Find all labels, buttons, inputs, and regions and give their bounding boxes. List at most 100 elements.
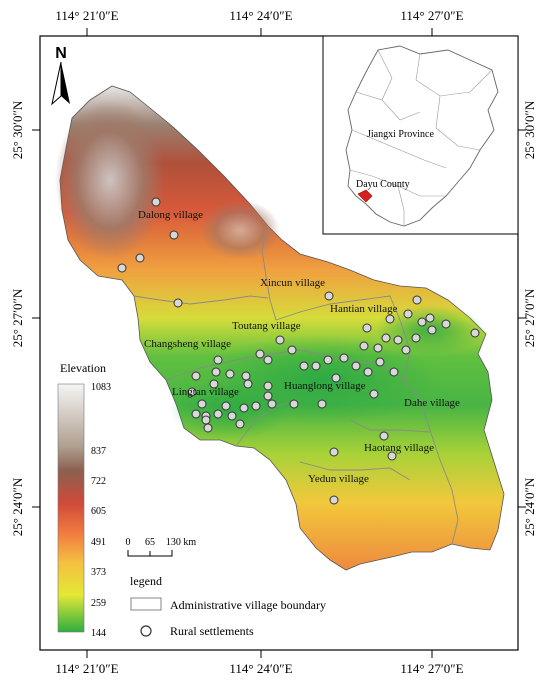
elevation-value: 1083 [91, 382, 111, 393]
settlement-marker [221, 401, 231, 411]
settlement-marker [387, 451, 397, 461]
settlement-marker [213, 409, 223, 419]
legend-item: Administrative village boundary [170, 598, 326, 612]
map-legend: legend Administrative village boundary R… [130, 574, 326, 638]
village-boundaries [133, 225, 459, 545]
settlement-marker [401, 345, 411, 355]
lat-tick-label: 25° 30′0″N [10, 100, 25, 159]
settlement-marker [263, 391, 273, 401]
elevation-value: 259 [91, 598, 106, 609]
village-label: Hantian village [330, 303, 398, 315]
village-label: Huanglong village [284, 380, 366, 392]
settlement-marker [135, 253, 145, 263]
settlement-marker [403, 309, 413, 319]
village-label: Dalong village [138, 209, 203, 221]
settlement-marker [441, 319, 451, 329]
inset-boundaries [349, 49, 493, 226]
village-label: Dahe village [404, 397, 460, 409]
settlement-marker [363, 367, 373, 377]
settlement-marker [263, 381, 273, 391]
village-label: Changsheng village [144, 338, 231, 350]
settlement-marker [151, 197, 161, 207]
county-label: Dayu County [356, 179, 410, 190]
north-label: N [55, 45, 67, 62]
elevation-value: 837 [91, 446, 106, 457]
settlement-marker [209, 379, 219, 389]
elevation-color-bar [57, 383, 85, 633]
settlement-marker [203, 423, 213, 433]
elevation-value: 373 [91, 567, 106, 578]
elevation-legend: Elevation 1083 837 722 605 491 373 259 1… [57, 361, 111, 639]
settlement-marker [381, 333, 391, 343]
settlement-marker [323, 355, 333, 365]
settlement-marker [197, 399, 207, 409]
settlement-marker [187, 387, 197, 397]
scale-label: 130 km [166, 537, 197, 548]
settlement-marker [255, 349, 265, 359]
settlement-marker [201, 415, 211, 425]
settlement-marker [263, 355, 273, 365]
settlement-marker [351, 361, 361, 371]
settlement-marker [359, 341, 369, 351]
legend-item: Rural settlements [170, 624, 254, 638]
lon-tick-marks [32, 28, 526, 658]
settlement-marker [169, 230, 179, 240]
settlement-marker [331, 373, 341, 383]
settlement-marker [267, 399, 277, 409]
settlement-marker [191, 371, 201, 381]
elevation-title: Elevation [60, 361, 106, 375]
settlement-marker [393, 335, 403, 345]
lon-tick-label: 114° 27′0″E [400, 661, 463, 676]
scale-label: 65 [145, 537, 155, 548]
legend-title: legend [130, 574, 162, 588]
lat-tick-label: 25° 24′0″N [522, 477, 537, 536]
lon-tick-label: 114° 21′0″E [55, 8, 118, 23]
village-label: Yedun village [308, 473, 369, 485]
lon-tick-label: 114° 21′0″E [55, 661, 118, 676]
settlement-marker [385, 314, 395, 324]
settlement-marker [411, 333, 421, 343]
elevation-value: 491 [91, 537, 106, 548]
settlement-marker [470, 328, 480, 338]
settlement-marker [329, 447, 339, 457]
settlement-marker [339, 353, 349, 363]
settlement-marker [241, 371, 251, 381]
settlement-marker [369, 389, 379, 399]
lat-tick-label: 25° 30′0″N [522, 100, 537, 159]
dayu-county-marker [357, 189, 373, 203]
rural-settlements [117, 197, 480, 505]
settlement-swatch [140, 625, 152, 637]
settlement-marker [173, 298, 183, 308]
settlement-marker [329, 495, 339, 505]
lon-tick-label: 114° 24′0″E [229, 661, 292, 676]
elevation-value: 605 [91, 506, 106, 517]
settlement-marker [317, 399, 327, 409]
village-label: Haotang village [364, 442, 434, 454]
settlement-marker [389, 367, 399, 377]
settlement-marker [275, 335, 285, 345]
settlement-marker [225, 369, 235, 379]
settlement-marker [299, 361, 309, 371]
settlement-marker [235, 419, 245, 429]
settlement-marker [251, 401, 261, 411]
jiangxi-outline [345, 45, 499, 227]
settlement-marker [289, 399, 299, 409]
settlement-marker [324, 291, 334, 301]
elevation-value: 144 [91, 628, 106, 639]
lon-tick-label: 114° 24′0″E [229, 8, 292, 23]
settlement-marker [211, 367, 221, 377]
boundary-swatch [130, 597, 162, 611]
inset-map: Jiangxi Province Dayu County [322, 35, 519, 235]
settlement-marker [362, 323, 372, 333]
settlement-marker [239, 403, 249, 413]
settlement-marker [243, 379, 253, 389]
settlement-marker [417, 317, 427, 327]
elevation-value: 722 [91, 476, 106, 487]
village-label: Toutang village [232, 320, 301, 332]
settlement-marker [379, 431, 389, 441]
scale-label: 0 [126, 537, 131, 548]
settlement-marker [425, 313, 435, 323]
settlement-marker [427, 325, 437, 335]
settlement-marker [375, 357, 385, 367]
settlement-marker [191, 409, 201, 419]
